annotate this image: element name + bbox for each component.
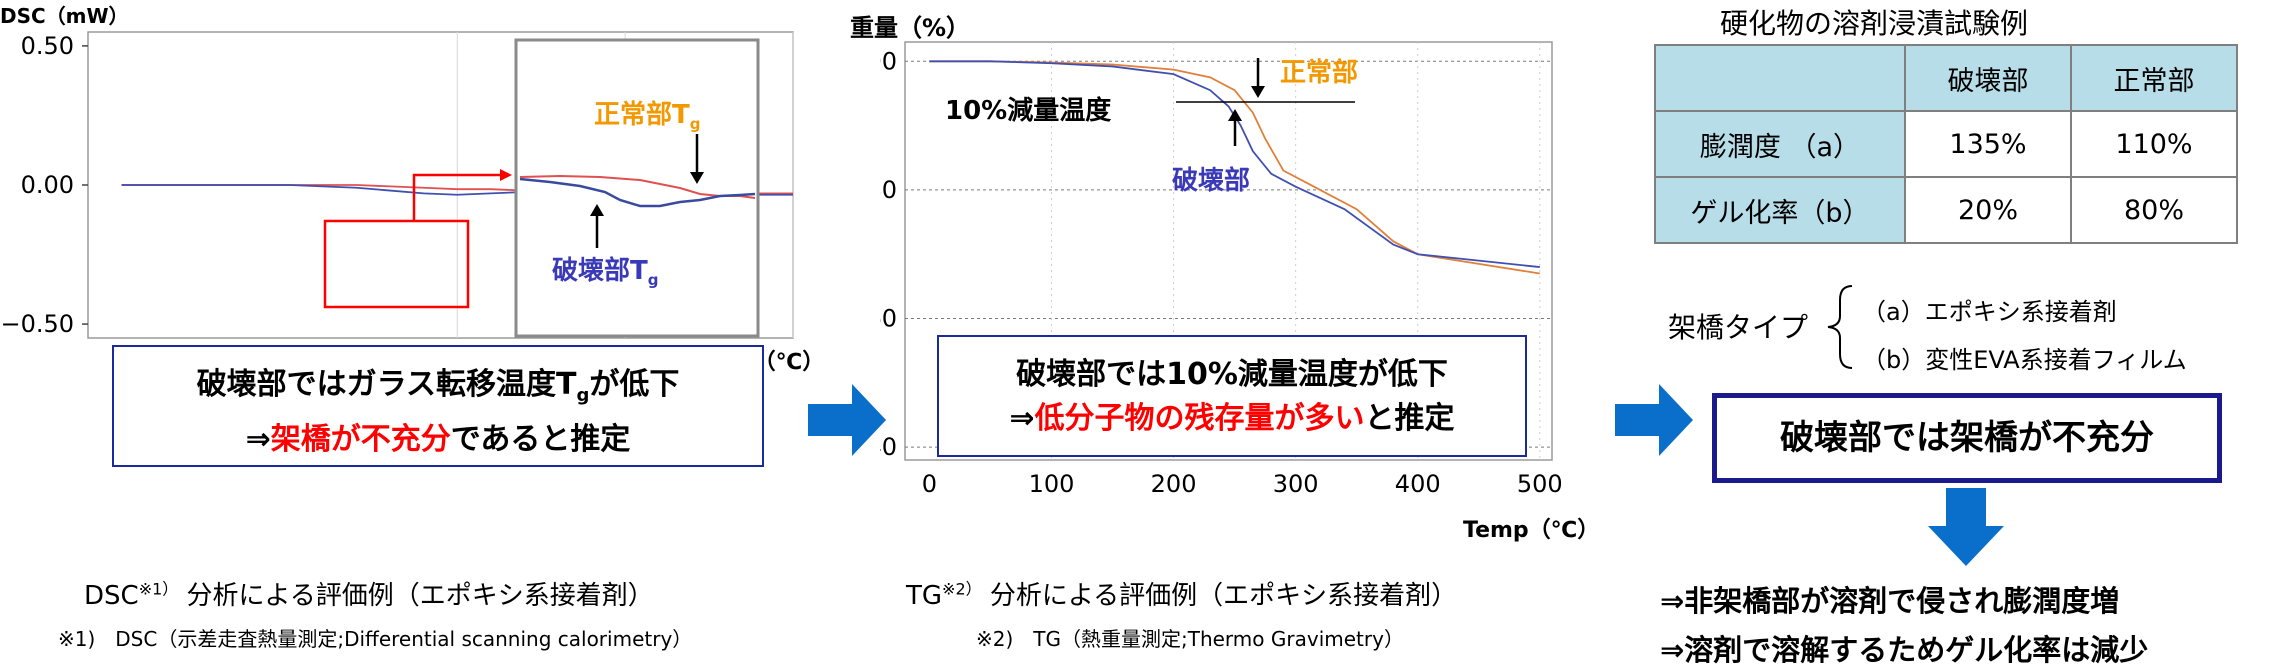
tg-y-axis-label: 重量（%） <box>850 14 971 42</box>
tg-x-tick-label: 500 <box>1517 470 1563 498</box>
dsc-inset-normal-label: 正常部Tg <box>594 100 701 134</box>
dsc-y-axis-label: DSC（mW） <box>0 4 129 28</box>
dsc-zoom-connector <box>412 173 500 221</box>
crosslink-label: 架橋タイプ <box>1668 311 1809 344</box>
dsc-conclusion-box: 破壊部ではガラス転移温度Tgが低下 ⇒架橋が不充分であると推定 <box>112 345 764 467</box>
dsc-y-tick-label: 0.50 <box>21 32 74 60</box>
table-cell: 80% <box>2070 176 2238 244</box>
table-header-normal: 正常部 <box>2070 44 2238 112</box>
tg-caption: TG※2） 分析による評価例（エポキシ系接着剤） <box>906 579 1458 611</box>
tg-x-tick-label: 0 <box>922 470 937 498</box>
tg-chart: 1008060400100200300400500 <box>880 41 1563 498</box>
conclusion-line-1: ⇒非架橋部が溶剤で侵され膨潤度増 <box>1660 584 2120 618</box>
table-header-broken: 破壊部 <box>1904 44 2072 112</box>
dsc-zoom-box <box>323 219 470 309</box>
tg-y-tick-label: 40 <box>880 433 897 461</box>
tg-normal-label: 正常部 <box>1280 58 1359 88</box>
tg-series-line-normal <box>929 60 1540 275</box>
arrow-right-icon <box>1615 384 1693 456</box>
brace-icon <box>1827 285 1853 369</box>
table-row-label: 膨潤度 （a） <box>1654 110 1906 178</box>
crosslink-item-b: （b）変性EVA系接着フィルム <box>1862 346 2187 374</box>
arrow-down-icon <box>1928 488 2004 566</box>
tg-footnote: ※2) TG（熱重量測定;Thermo Gravimetry） <box>976 627 1404 651</box>
table-cell: 110% <box>2070 110 2238 178</box>
dsc-y-tick-label: −0.50 <box>0 310 74 338</box>
dsc-inset-broken-label: 破壊部Tg <box>552 256 659 290</box>
crosslink-item-a: （a）エポキシ系接着剤 <box>1862 298 2117 326</box>
dsc-caption: DSC※1） 分析による評価例（エポキシ系接着剤） <box>84 579 654 611</box>
tg-x-tick-label: 300 <box>1273 470 1319 498</box>
tg-x-axis-label: Temp（℃） <box>1463 518 1600 543</box>
table-cell: 135% <box>1904 110 2072 178</box>
final-conclusion-box: 破壊部では架橋が不充分 <box>1712 393 2222 483</box>
dsc-inset <box>514 38 760 338</box>
tg-conclusion-box: 破壊部では10%減量温度が低下 ⇒低分子物の残存量が多いと推定 <box>937 335 1527 457</box>
tg-y-tick-label: 100 <box>880 47 897 75</box>
tg-broken-label: 破壊部 <box>1172 166 1251 196</box>
table-title: 硬化物の溶剤浸漬試験例 <box>1720 7 2029 40</box>
dsc-chart: 0.500.00−0.50100150 <box>0 31 794 374</box>
arrow-right-icon <box>808 384 886 456</box>
table-row-label: ゲル化率（b） <box>1654 176 1906 244</box>
table-header-empty <box>1654 44 1906 112</box>
table-cell: 20% <box>1904 176 2072 244</box>
tg-x-tick-label: 200 <box>1151 470 1197 498</box>
tg-series-line-broken <box>929 60 1540 268</box>
tg-10pct-label: 10%減量温度 <box>945 96 1112 126</box>
tg-y-tick-label: 60 <box>880 305 897 333</box>
tg-x-tick-label: 400 <box>1395 470 1441 498</box>
results-table: 破壊部 正常部 膨潤度 （a） 135% 110% ゲル化率（b） 20% 80… <box>1654 44 2238 244</box>
dsc-inset-broken-line <box>519 177 756 208</box>
dsc-y-tick-label: 0.00 <box>21 171 74 199</box>
tg-x-tick-label: 100 <box>1029 470 1075 498</box>
conclusion-line-2: ⇒溶剤で溶解するためゲル化率は減少 <box>1660 633 2149 667</box>
tg-y-tick-label: 80 <box>880 176 897 204</box>
dsc-footnote: ※1) DSC（示差走査熱量測定;Differential scanning c… <box>58 627 693 651</box>
